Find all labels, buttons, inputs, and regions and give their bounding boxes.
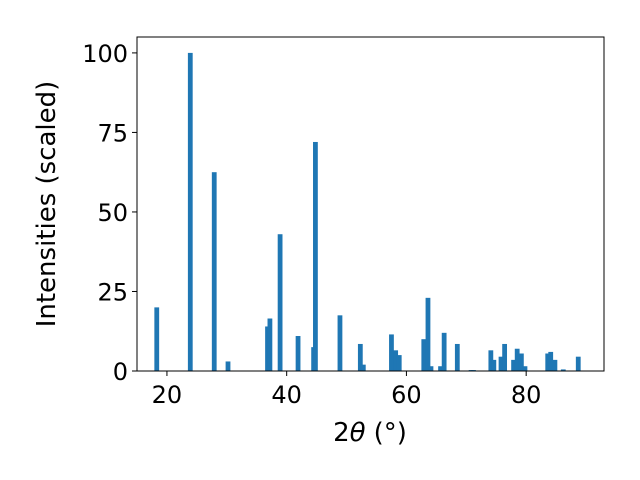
bar: [502, 343, 508, 371]
bar: [295, 336, 301, 371]
bar: [438, 366, 443, 371]
bar: [511, 359, 516, 371]
plot-frame: [136, 36, 605, 372]
y-tick-label: 25: [97, 278, 128, 306]
y-axis: 0 25 50 75 100: [82, 40, 137, 386]
bar: [425, 297, 431, 371]
bar: [441, 332, 447, 371]
bar: [225, 361, 231, 371]
bar: [267, 318, 273, 371]
bar: [393, 350, 399, 371]
bar: [154, 307, 160, 371]
bar: [277, 234, 283, 371]
bar: [488, 350, 494, 371]
bar: [514, 348, 520, 371]
bar: [518, 353, 524, 371]
x-tick-label: 60: [391, 381, 422, 409]
bar: [545, 353, 551, 371]
bar: [498, 356, 504, 371]
bar: [575, 356, 581, 371]
bar: [360, 364, 366, 371]
x-tick-label: 20: [152, 381, 183, 409]
y-tick-label: 0: [113, 358, 128, 386]
bar-series: [154, 52, 581, 372]
bar: [396, 355, 402, 371]
bar: [560, 369, 566, 371]
bar: [389, 334, 394, 371]
bar: [187, 52, 193, 372]
y-tick-label: 50: [97, 199, 128, 227]
bar: [491, 359, 497, 371]
bar: [337, 315, 343, 371]
bar: [548, 351, 554, 371]
x-axis-label-base: 2: [333, 418, 350, 448]
y-tick-label: 75: [97, 119, 128, 147]
x-axis-label: 2θ (°): [333, 418, 407, 448]
bar: [522, 366, 528, 371]
bar: [552, 359, 558, 371]
x-axis-label-theta: θ: [350, 418, 366, 448]
bar: [313, 141, 318, 371]
x-axis-label-unit: (°): [374, 418, 407, 448]
y-axis-label: Intensities (scaled): [32, 81, 62, 328]
y-tick-label: 100: [82, 40, 128, 68]
x-tick-label: 40: [271, 381, 302, 409]
bar: [211, 172, 217, 371]
bar: [421, 339, 427, 371]
x-tick-label: 80: [511, 381, 542, 409]
x-axis: 20 40 60 80: [152, 371, 542, 409]
bar: [357, 343, 363, 371]
bar: [428, 366, 434, 371]
bar: [454, 343, 460, 371]
